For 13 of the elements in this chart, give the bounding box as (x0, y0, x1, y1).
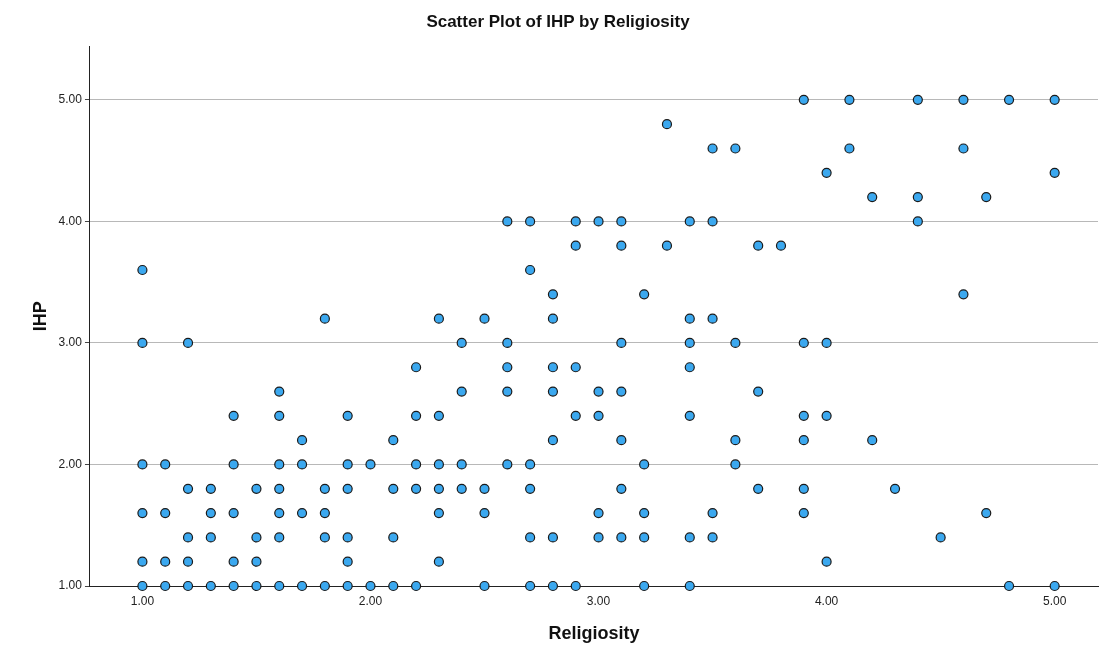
y-tick-label: 4.00 (58, 213, 83, 228)
y-tick-label: 1.00 (58, 578, 83, 593)
y-tick-label: 3.00 (58, 335, 83, 350)
x-tick-label: 2.00 (358, 593, 383, 608)
x-tick-label: 3.00 (586, 593, 611, 608)
chart-title: Scatter Plot of IHP by Religiosity (426, 11, 691, 31)
y-axis-title: IHP (29, 301, 50, 332)
y-tick-label: 5.00 (58, 92, 83, 107)
x-axis-title: Religiosity (548, 623, 640, 644)
x-tick-label: 5.00 (1042, 593, 1067, 608)
x-tick-label: 1.00 (130, 593, 155, 608)
x-tick-label: 4.00 (814, 593, 839, 608)
y-tick-label: 2.00 (58, 456, 83, 471)
